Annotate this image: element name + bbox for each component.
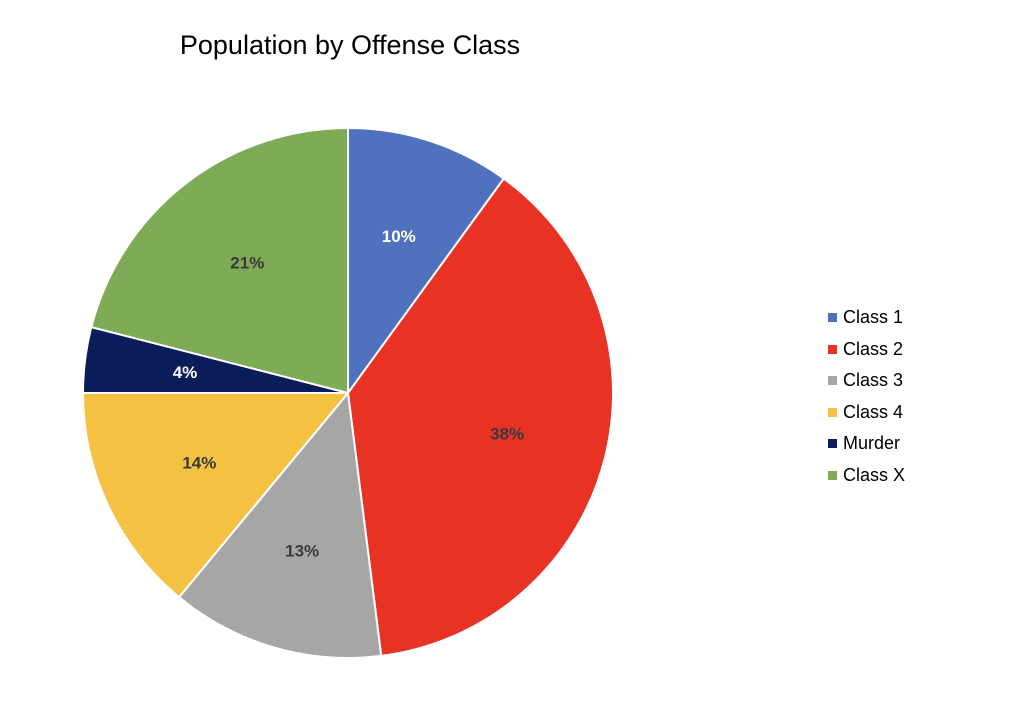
data-label-murder: 4% bbox=[173, 363, 198, 382]
legend-label-class-3: Class 3 bbox=[843, 370, 904, 391]
legend-label-class-2: Class 2 bbox=[843, 338, 904, 359]
legend-label-class-x: Class X bbox=[843, 464, 906, 485]
chart-title: Population by Offense Class bbox=[179, 30, 521, 60]
legend-label-class-1: Class 1 bbox=[843, 307, 904, 328]
legend-swatch-class-4 bbox=[828, 407, 837, 417]
legend-swatch-class-1 bbox=[828, 313, 837, 323]
pie-slice-class-1 bbox=[347, 127, 505, 394]
legend-swatch-class-2 bbox=[828, 344, 837, 354]
data-label-class-1: 10% bbox=[382, 227, 416, 246]
legend-item-class-1: Class 1 bbox=[828, 302, 905, 334]
pie-slice-class-3 bbox=[178, 392, 383, 659]
pie-slice-class-x bbox=[90, 127, 349, 394]
legend-label-murder: Murder bbox=[843, 433, 901, 454]
legend-item-class-4: Class 4 bbox=[828, 397, 905, 429]
pie-slice-class-4 bbox=[82, 392, 349, 599]
legend: Class 1 Class 2 Class 3 Class 4 Murder Class … bbox=[828, 302, 905, 491]
data-label-class-x: 21% bbox=[230, 254, 264, 273]
legend-item-class-x: Class X bbox=[828, 460, 905, 492]
pie-slice-class-2 bbox=[347, 177, 614, 657]
legend-swatch-murder bbox=[828, 439, 837, 449]
data-label-class-2: 38% bbox=[490, 424, 524, 443]
legend-item-class-3: Class 3 bbox=[828, 365, 905, 397]
data-label-class-4: 14% bbox=[182, 453, 216, 472]
legend-swatch-class-x bbox=[828, 470, 837, 480]
legend-item-murder: Murder bbox=[828, 428, 905, 460]
legend-label-class-4: Class 4 bbox=[843, 401, 904, 422]
legend-item-class-2: Class 2 bbox=[828, 334, 905, 366]
legend-swatch-class-3 bbox=[828, 376, 837, 386]
data-label-class-3: 13% bbox=[285, 541, 319, 560]
